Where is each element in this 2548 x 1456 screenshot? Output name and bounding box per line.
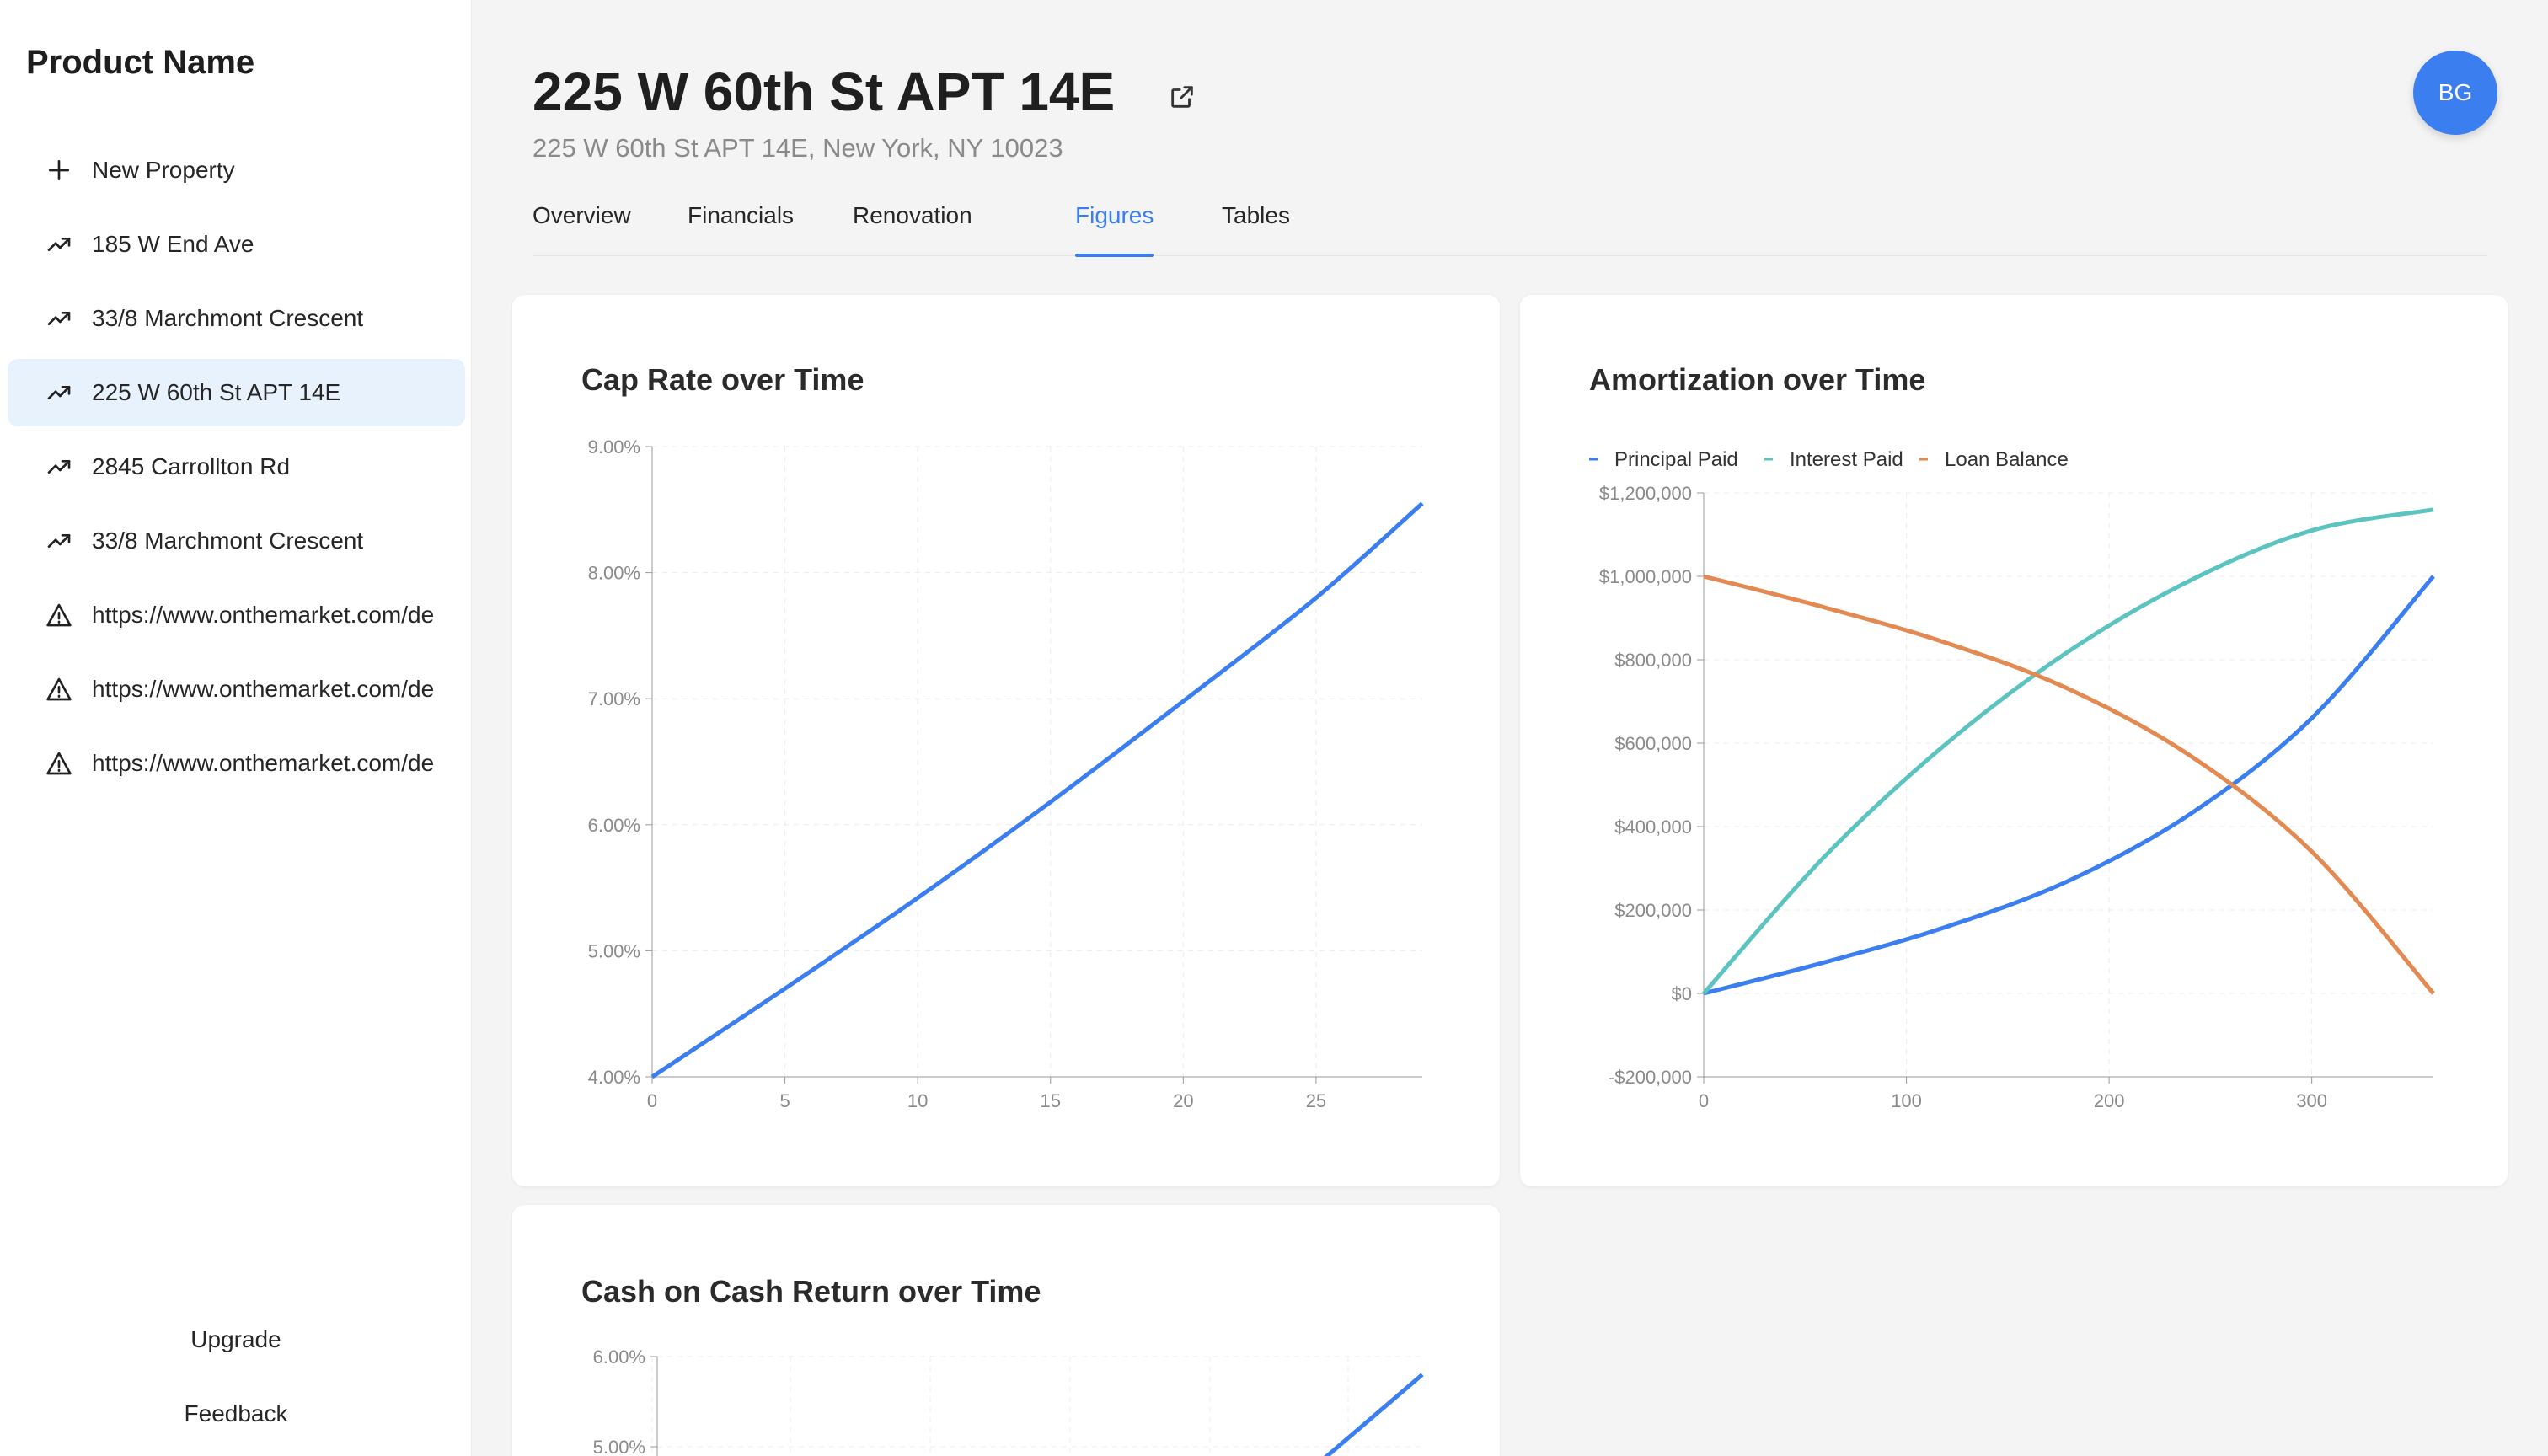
x-tick-label: 15 bbox=[1041, 1090, 1061, 1111]
trend-up-icon bbox=[45, 230, 73, 259]
y-tick-label: $1,200,000 bbox=[1599, 483, 1692, 504]
y-tick-label: 5.00% bbox=[593, 1437, 645, 1456]
sidebar-item-label: https://www.onthemarket.com/de bbox=[92, 676, 435, 702]
feedback-button[interactable]: Feedback bbox=[184, 1400, 288, 1427]
main-content: 225 W 60th St APT 14E 225 W 60th St APT … bbox=[472, 0, 2548, 1456]
sidebar: Product Name New Property 185 W End Ave 33… bbox=[0, 0, 472, 1456]
plus-icon bbox=[45, 156, 73, 185]
cap-rate-line bbox=[650, 501, 1424, 1079]
warning-icon bbox=[45, 601, 73, 629]
sidebar-item-label: 2845 Carrollton Rd bbox=[92, 453, 291, 479]
sidebar-item-label: 33/8 Marchmont Crescent bbox=[92, 305, 364, 331]
cash-on-cash-card: Cash on Cash Return over Time 5.00% 6.00% bbox=[512, 1205, 1500, 1456]
trend-up-icon bbox=[45, 304, 73, 333]
sidebar-item-label: 225 W 60th St APT 14E bbox=[92, 379, 341, 405]
x-tick-label: 5 bbox=[779, 1090, 790, 1111]
brand-title: Product Name bbox=[26, 44, 255, 81]
y-tick-label: $400,000 bbox=[1614, 816, 1692, 838]
upgrade-button[interactable]: Upgrade bbox=[190, 1326, 281, 1352]
cash-on-cash-line bbox=[1324, 1373, 1424, 1456]
y-tick-label: -$200,000 bbox=[1609, 1067, 1692, 1088]
cap-rate-card: Cap Rate over Time 4.00% 5.00% 6.00% 7.00% 8… bbox=[512, 295, 1500, 1186]
y-tick-label: 4.00% bbox=[588, 1067, 640, 1088]
sidebar-item[interactable]: https://www.onthemarket.com/de bbox=[8, 656, 465, 723]
sidebar-item[interactable]: https://www.onthemarket.com/de bbox=[8, 581, 465, 649]
tab-bar: Overview Financials Renovation Figures Table… bbox=[533, 202, 2487, 257]
y-tick-label: 6.00% bbox=[588, 815, 640, 836]
tab-overview[interactable]: Overview bbox=[533, 202, 631, 228]
trend-up-icon bbox=[45, 527, 73, 555]
tab-renovation[interactable]: Renovation bbox=[853, 202, 972, 228]
x-tick-label: 200 bbox=[2094, 1090, 2125, 1111]
x-tick-label: 0 bbox=[1699, 1090, 1709, 1111]
x-tick-label: 0 bbox=[647, 1090, 657, 1111]
x-tick-label: 300 bbox=[2296, 1090, 2327, 1111]
property-nav: New Property 185 W End Ave 33/8 Marchmont … bbox=[8, 136, 465, 804]
warning-icon bbox=[45, 749, 73, 778]
x-tick-label: 25 bbox=[1306, 1090, 1326, 1111]
warning-icon bbox=[45, 675, 73, 704]
cap-rate-chart: 4.00% 5.00% 6.00% 7.00% 8.00% 9.00% 0 5 10 15 20 25 bbox=[588, 436, 1424, 1111]
x-tick-label: 20 bbox=[1173, 1090, 1193, 1111]
sidebar-item-label: 185 W End Ave bbox=[92, 231, 254, 257]
sidebar-item-label: https://www.onthemarket.com/de bbox=[92, 750, 435, 776]
y-tick-label: 5.00% bbox=[588, 940, 640, 961]
cap-rate-chart-title: Cap Rate over Time bbox=[581, 362, 864, 397]
y-tick-label: $600,000 bbox=[1614, 733, 1692, 754]
series-line-principal-paid bbox=[1703, 575, 2435, 996]
y-tick-label: $800,000 bbox=[1614, 650, 1692, 671]
sidebar-item-label: 33/8 Marchmont Crescent bbox=[92, 527, 364, 554]
y-tick-label: 9.00% bbox=[588, 436, 640, 458]
amortization-chart: -$200,000 $0 $200,000 $400,000 $600,000 $800,… bbox=[1589, 448, 2435, 1111]
tab-financials[interactable]: Financials bbox=[688, 202, 795, 228]
y-tick-label: $1,000,000 bbox=[1599, 566, 1692, 587]
legend-label: Loan Balance bbox=[1945, 448, 2069, 471]
cash-on-cash-chart: 5.00% 6.00% bbox=[593, 1346, 1424, 1456]
sidebar-item[interactable]: 225 W 60th St APT 14E bbox=[8, 359, 465, 426]
trend-up-icon bbox=[45, 378, 73, 407]
y-tick-label: 8.00% bbox=[588, 563, 640, 584]
external-link-icon[interactable] bbox=[1168, 83, 1196, 111]
legend-label: Principal Paid bbox=[1614, 448, 1738, 471]
y-tick-label: 7.00% bbox=[588, 688, 640, 709]
series-line-interest-paid bbox=[1702, 507, 2434, 995]
trend-up-icon bbox=[45, 452, 73, 481]
tab-tables[interactable]: Tables bbox=[1222, 202, 1290, 228]
sidebar-item[interactable]: https://www.onthemarket.com/de bbox=[8, 730, 465, 797]
tab-figures[interactable]: Figures bbox=[1075, 202, 1154, 257]
sidebar-item-label: https://www.onthemarket.com/de bbox=[92, 602, 435, 628]
sidebar-item[interactable]: 33/8 Marchmont Crescent bbox=[8, 285, 465, 352]
legend-label: Interest Paid bbox=[1790, 448, 1903, 471]
amortization-chart-title: Amortization over Time bbox=[1589, 362, 1926, 397]
amortization-card: Amortization over Time -$200,000 $0 $200,0… bbox=[1520, 295, 2508, 1186]
sidebar-item[interactable]: New Property bbox=[8, 136, 465, 204]
cash-on-cash-chart-title: Cash on Cash Return over Time bbox=[581, 1274, 1041, 1309]
avatar[interactable]: BG bbox=[2413, 51, 2497, 135]
y-tick-label: $200,000 bbox=[1614, 900, 1692, 921]
sidebar-item-label: New Property bbox=[92, 157, 235, 183]
page-subtitle: 225 W 60th St APT 14E, New York, NY 1002… bbox=[533, 133, 1063, 163]
sidebar-item[interactable]: 2845 Carrollton Rd bbox=[8, 433, 465, 500]
x-tick-label: 10 bbox=[907, 1090, 928, 1111]
y-tick-label: $0 bbox=[1672, 983, 1692, 1004]
x-tick-label: 100 bbox=[1891, 1090, 1922, 1111]
sidebar-item[interactable]: 33/8 Marchmont Crescent bbox=[8, 507, 465, 575]
series-line-loan-balance bbox=[1703, 574, 2435, 995]
y-tick-label: 6.00% bbox=[593, 1346, 645, 1368]
sidebar-item[interactable]: 185 W End Ave bbox=[8, 211, 465, 278]
page-title: 225 W 60th St APT 14E bbox=[533, 62, 1116, 122]
